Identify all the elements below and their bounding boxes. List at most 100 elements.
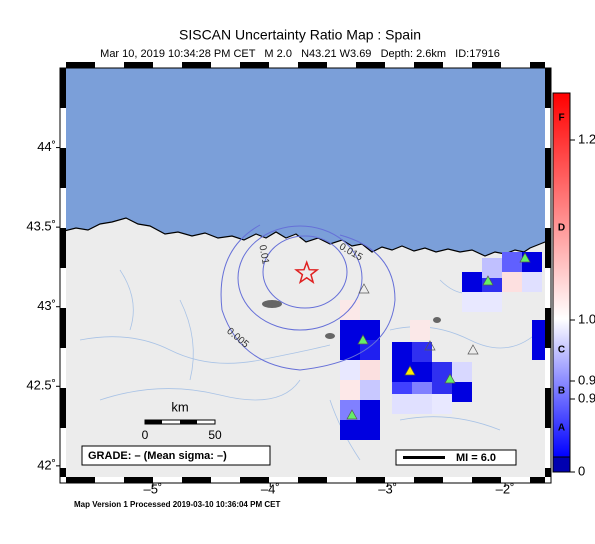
grade-letter: D bbox=[558, 223, 565, 234]
scale-unit: km bbox=[171, 399, 188, 414]
grade-box bbox=[81, 445, 271, 466]
stations bbox=[346, 252, 531, 420]
station bbox=[519, 252, 531, 263]
map-area: 0.01 0.015 0.005 bbox=[66, 68, 545, 477]
epicenter bbox=[294, 260, 320, 284]
lat-tick-label: 44˚ bbox=[37, 139, 56, 154]
lon-tick-label: –5˚ bbox=[143, 481, 162, 496]
colorbar-tick-label: 0.9 bbox=[578, 390, 595, 405]
grid-cell bbox=[360, 380, 380, 400]
frame-seg bbox=[60, 148, 66, 188]
grid-cell bbox=[412, 394, 432, 414]
colorbar bbox=[552, 92, 571, 473]
grid-cell bbox=[340, 340, 360, 360]
colorbar-ticks: 1.2 1.0 0.9 0.9 0 F D C B A bbox=[558, 113, 595, 479]
grid-cell bbox=[360, 400, 380, 420]
grid-cell bbox=[502, 272, 522, 292]
grid-cell bbox=[532, 320, 545, 340]
station bbox=[482, 275, 494, 286]
grade-letter: A bbox=[558, 423, 565, 434]
mi-text: MI = 6.0 bbox=[456, 452, 496, 464]
grade-letter: C bbox=[558, 345, 565, 356]
sea bbox=[66, 68, 545, 257]
frame-seg bbox=[530, 477, 545, 483]
contours bbox=[220, 224, 396, 371]
frame-seg bbox=[182, 62, 211, 68]
lat-tick-label: 43˚ bbox=[37, 298, 56, 313]
frame-seg bbox=[545, 228, 551, 268]
grid-cell bbox=[392, 394, 412, 414]
grid-cell bbox=[410, 320, 430, 340]
grid-cell bbox=[340, 320, 360, 340]
map-frame bbox=[59, 62, 552, 484]
colorbar-tick-label: 0 bbox=[578, 463, 585, 478]
station bbox=[358, 283, 370, 294]
station bbox=[444, 373, 456, 384]
footer: Map Version 1 Processed 2019-03-10 10:36… bbox=[74, 500, 280, 509]
grid-cell bbox=[432, 394, 452, 414]
grid-cell bbox=[360, 340, 380, 360]
frame-seg bbox=[545, 388, 551, 428]
contour-label: 0.01 bbox=[256, 244, 270, 266]
lon-tick-label: –3˚ bbox=[378, 481, 397, 496]
grid-cell bbox=[502, 252, 522, 272]
grade-letter: B bbox=[558, 386, 565, 397]
frame-seg bbox=[66, 62, 95, 68]
grid-cell bbox=[532, 340, 545, 360]
frame-seg bbox=[240, 62, 269, 68]
frame-seg bbox=[356, 62, 385, 68]
scale-label: 50 bbox=[208, 428, 222, 442]
station bbox=[357, 334, 369, 345]
frame-seg bbox=[414, 62, 443, 68]
scale-label: 0 bbox=[142, 428, 149, 442]
mi-line bbox=[403, 456, 445, 459]
axis-ticks: 42˚ 42.5˚ 43˚ 43.5˚ 44˚ –5˚ –4˚ –3˚ –2˚ bbox=[26, 139, 514, 496]
grade-letter: F bbox=[558, 113, 564, 124]
station bbox=[424, 340, 436, 351]
subtitle: Mar 10, 2019 10:34:28 PM CET M 2.0 N43.2… bbox=[100, 48, 500, 60]
grid-cell bbox=[340, 380, 360, 400]
colorbar-tick-label: 1.2 bbox=[578, 131, 595, 146]
grid-cell bbox=[462, 272, 482, 292]
frame-seg bbox=[66, 477, 95, 483]
frame-seg bbox=[60, 68, 66, 108]
mi-box bbox=[395, 449, 517, 466]
colorbar-tick-label: 0.9 bbox=[578, 372, 595, 387]
lat-tick-label: 42˚ bbox=[37, 457, 56, 472]
frame-seg bbox=[298, 477, 327, 483]
station bbox=[346, 409, 358, 420]
lon-tick-label: –4˚ bbox=[261, 481, 280, 496]
title: SISCAN Uncertainty Ratio Map : Spain bbox=[179, 27, 421, 43]
station bbox=[467, 344, 479, 355]
grid-cell bbox=[340, 300, 360, 320]
frame-seg bbox=[298, 62, 327, 68]
frame-seg bbox=[60, 228, 66, 268]
frame-seg bbox=[530, 62, 545, 68]
grid-cell bbox=[462, 292, 482, 312]
grade-text: GRADE: – (Mean sigma: –) bbox=[88, 450, 227, 462]
frame-seg bbox=[60, 468, 66, 477]
frame-seg bbox=[60, 308, 66, 348]
frame-seg bbox=[124, 62, 153, 68]
grid-cell bbox=[482, 258, 502, 278]
frame-seg bbox=[545, 468, 551, 477]
grid-cell bbox=[340, 360, 360, 380]
grid-cell bbox=[452, 382, 472, 402]
frame-seg bbox=[124, 477, 153, 483]
frame-seg bbox=[60, 388, 66, 428]
lat-tick-label: 42.5˚ bbox=[26, 378, 56, 393]
grid-cell bbox=[360, 320, 380, 340]
grid-cell bbox=[482, 292, 502, 312]
grid-cell bbox=[412, 362, 432, 382]
grid-cell bbox=[360, 360, 380, 380]
grid-cell bbox=[360, 420, 380, 440]
lat-tick-label: 43.5˚ bbox=[26, 219, 56, 234]
grid-cells bbox=[340, 252, 545, 440]
grid-cell bbox=[522, 272, 542, 292]
lon-tick-label: –2˚ bbox=[496, 481, 515, 496]
grid-cell bbox=[412, 342, 432, 362]
frame-seg bbox=[182, 477, 211, 483]
frame-seg bbox=[472, 62, 501, 68]
grid-cell bbox=[392, 342, 412, 362]
